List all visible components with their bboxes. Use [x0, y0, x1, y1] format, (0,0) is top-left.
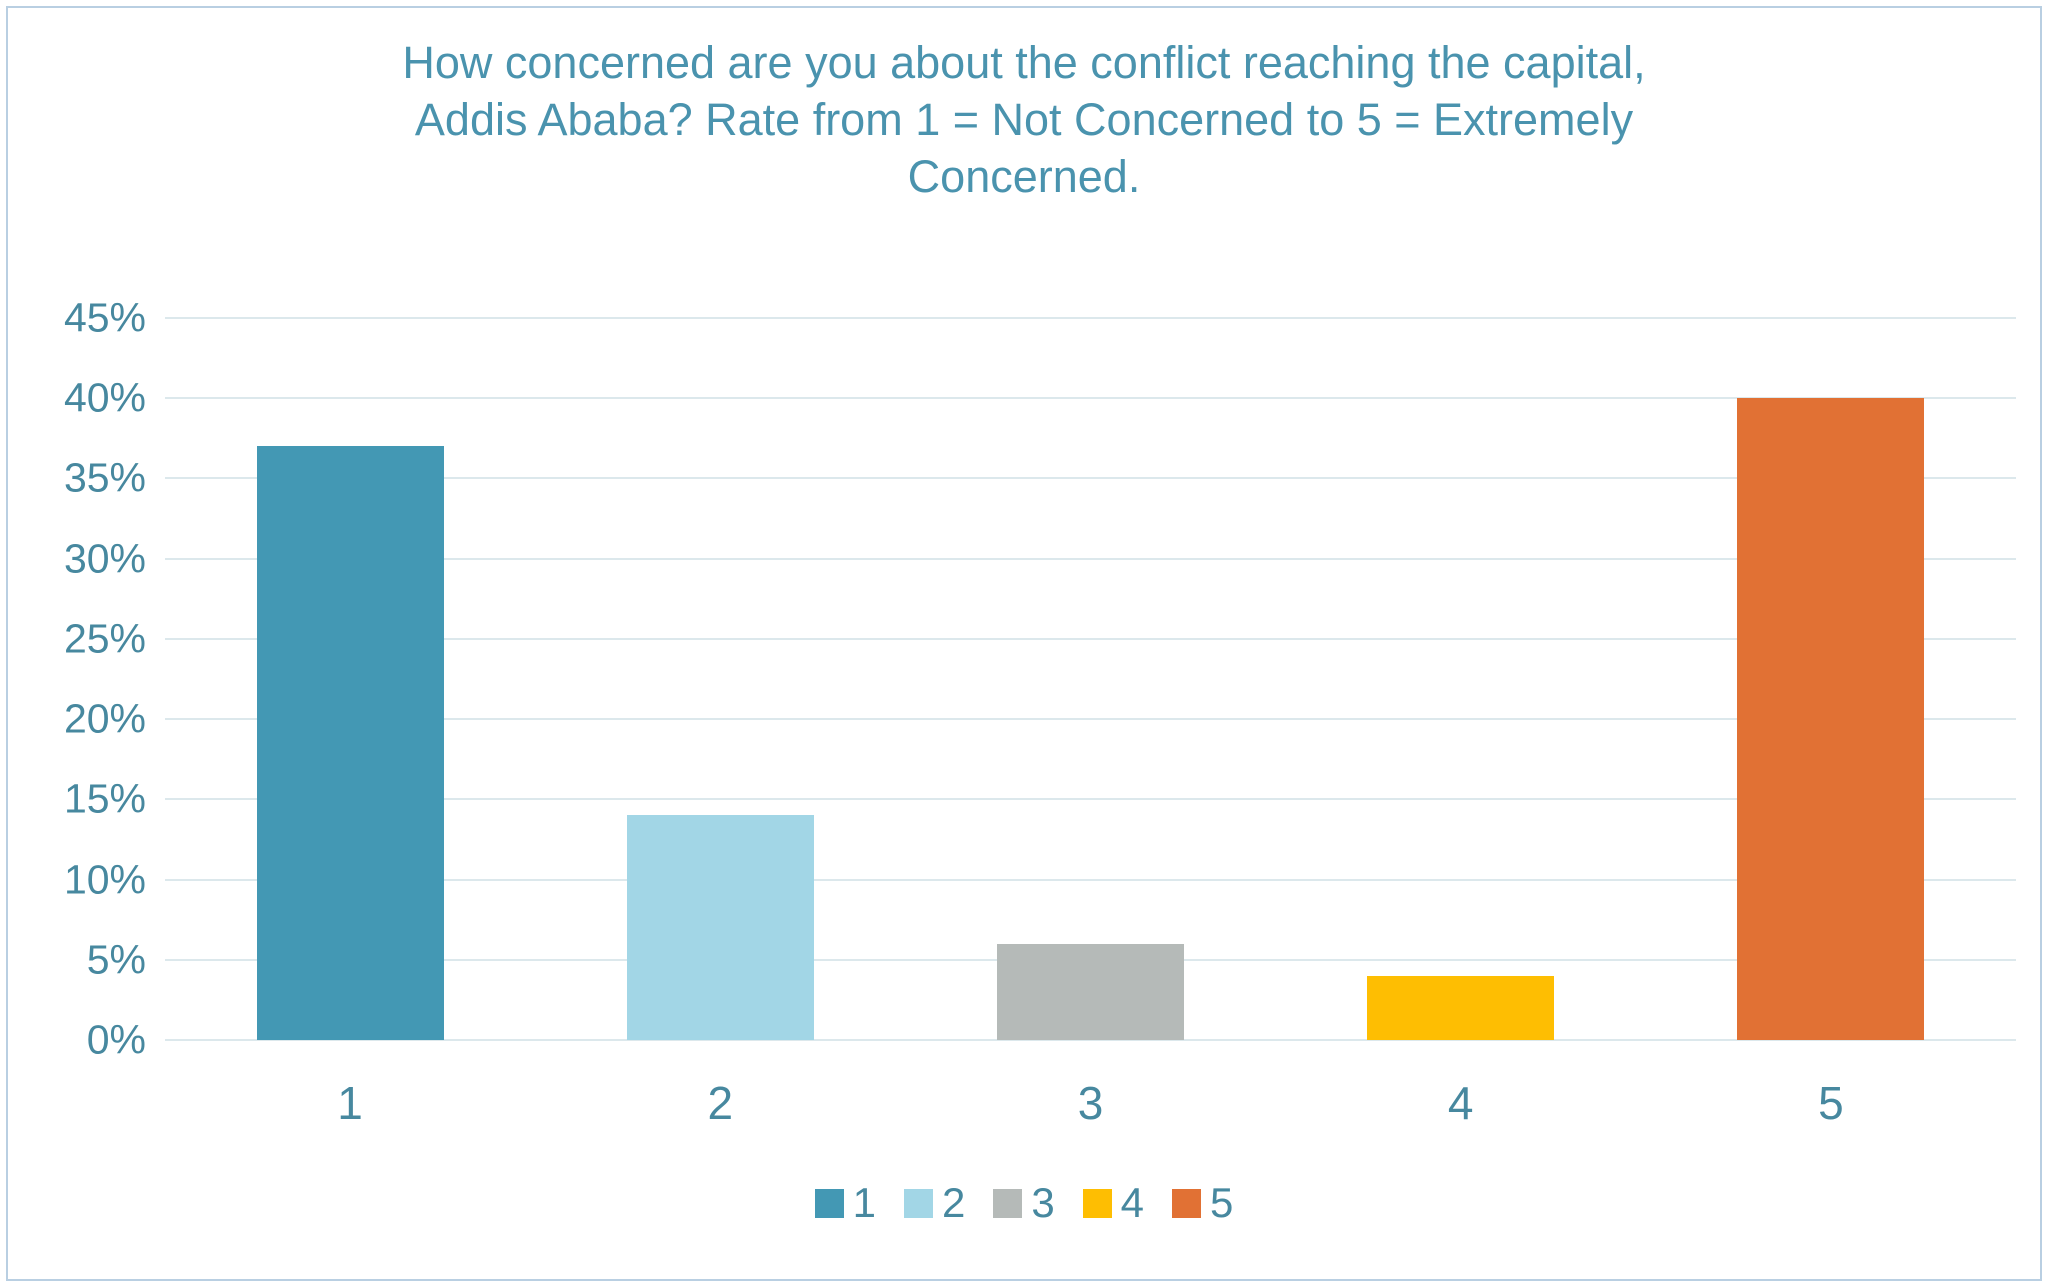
x-axis: 1 2 3 4 5 — [165, 1076, 2016, 1136]
y-tick-label: 35% — [63, 454, 146, 501]
y-tick-label: 20% — [63, 695, 146, 742]
legend-swatch-icon — [903, 1188, 933, 1218]
bar — [997, 943, 1184, 1040]
gridline — [165, 477, 2016, 480]
x-tick-label: 5 — [1818, 1077, 1844, 1129]
legend-label: 1 — [852, 1179, 876, 1226]
legend-label: 4 — [1120, 1179, 1145, 1226]
y-tick-label: 40% — [63, 374, 146, 421]
y-axis: 0% 5% 10% 15% 20% 25% 30% 35% 40% 45% — [0, 295, 146, 1063]
gridline — [165, 637, 2016, 640]
gridline — [165, 557, 2016, 560]
legend-swatch-icon — [993, 1188, 1023, 1218]
chart-title-line-1: How concerned are you about the conflict… — [402, 37, 1646, 88]
x-tick-label: 2 — [707, 1077, 734, 1129]
chart-title-line-3: Concerned. — [907, 151, 1141, 202]
y-tick-label: 0% — [86, 1016, 146, 1063]
bar — [1737, 398, 1925, 1040]
y-tick-label: 25% — [63, 615, 146, 662]
legend-item: 2 — [903, 1179, 966, 1226]
y-tick-label: 10% — [63, 856, 146, 903]
legend: 1 2 3 4 5 — [0, 1182, 2048, 1224]
y-tick-label: 15% — [63, 775, 146, 822]
gridline — [165, 878, 2016, 881]
gridline — [165, 397, 2016, 400]
gridline — [165, 1039, 2016, 1041]
y-tick-label: 30% — [63, 535, 146, 582]
y-tick-label: 45% — [63, 294, 146, 341]
bar — [256, 446, 444, 1040]
legend-label: 5 — [1210, 1179, 1234, 1226]
legend-label: 2 — [941, 1179, 966, 1226]
bar — [626, 815, 814, 1040]
y-tick-label: 5% — [86, 936, 146, 983]
legend-item: 4 — [1082, 1179, 1145, 1226]
x-tick-label: 4 — [1447, 1077, 1474, 1129]
legend-item: 5 — [1172, 1182, 1233, 1224]
legend-swatch-icon — [1082, 1188, 1112, 1218]
legend-item: 3 — [993, 1179, 1055, 1226]
gridline — [165, 317, 2016, 319]
gridline — [165, 798, 2016, 801]
chart-title: How concerned are you about the conflict… — [0, 34, 2048, 205]
legend-label: 3 — [1031, 1179, 1055, 1226]
chart-title-line-2: Addis Ababa? Rate from 1 = Not Concerned… — [414, 94, 1634, 145]
legend-swatch-icon — [1172, 1188, 1202, 1218]
plot-area — [165, 317, 2016, 1041]
x-tick-label: 3 — [1077, 1077, 1104, 1129]
bar — [1367, 975, 1555, 1040]
legend-swatch-icon — [814, 1188, 844, 1218]
legend-item: 1 — [814, 1179, 876, 1226]
x-tick-label: 1 — [337, 1077, 363, 1129]
gridline — [165, 718, 2016, 721]
